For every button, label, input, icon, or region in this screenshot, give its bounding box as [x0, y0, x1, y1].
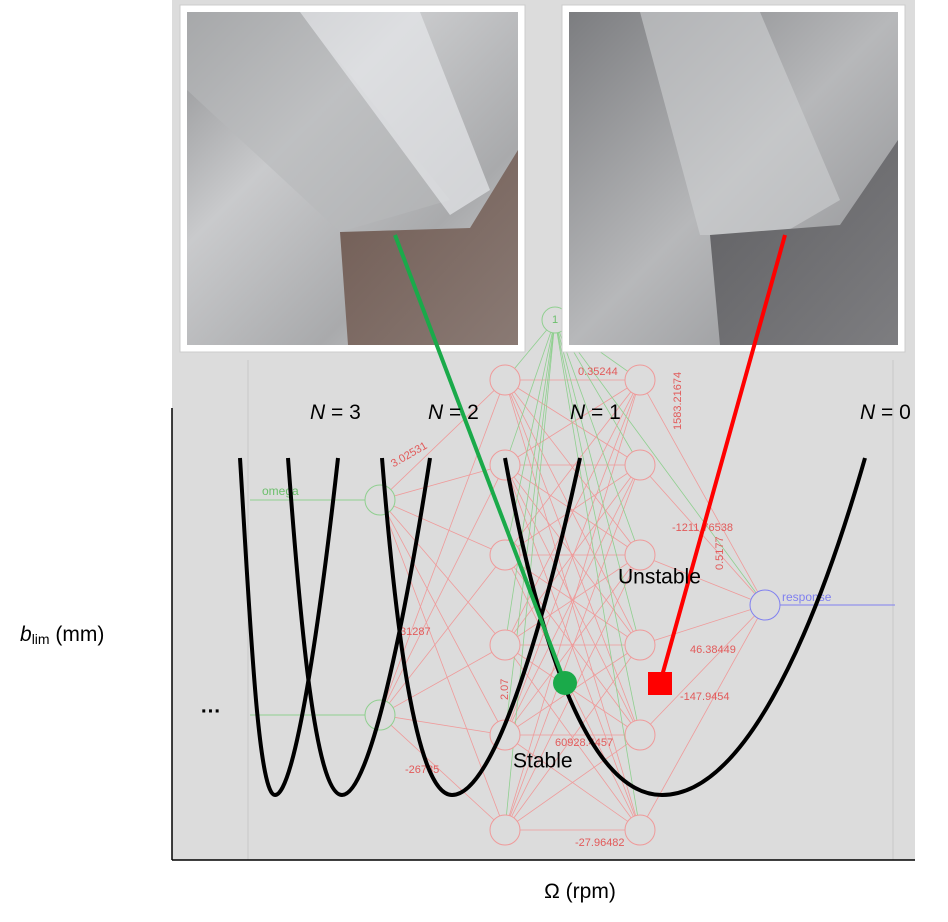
nn-bias-edge — [554, 319, 641, 831]
stable-point — [553, 671, 577, 695]
lobe-label: N = 3 — [310, 401, 361, 424]
nn-edge — [639, 604, 766, 646]
nn-node — [624, 719, 656, 751]
nn-bias-edge — [504, 319, 556, 556]
nn-edge — [379, 714, 506, 736]
nn-weight-label: 31287 — [400, 626, 431, 638]
nn-node — [624, 449, 656, 481]
stable-connector — [393, 234, 567, 684]
y-axis-label: blim (mm) — [20, 623, 104, 647]
nn-node — [489, 629, 521, 661]
y-subscript: lim — [32, 631, 50, 647]
nn-output-label: response — [782, 590, 832, 604]
unstable-label: Unstable — [618, 566, 701, 589]
lobe — [380, 457, 582, 798]
nn-edge — [379, 554, 506, 716]
nn-edge — [504, 379, 641, 736]
y-symbol: b — [20, 623, 32, 646]
nn-node — [489, 364, 521, 396]
photo-unstable — [561, 4, 906, 353]
nn-edge — [379, 499, 506, 831]
nn-weight-label: -26785 — [405, 764, 439, 776]
nn-bias-edge — [554, 319, 641, 556]
lobe-num: = 0 — [875, 401, 911, 424]
nn-edge — [639, 604, 766, 831]
ellipsis: … — [200, 695, 221, 718]
nn-weight-label: 0.35244 — [578, 366, 618, 378]
nn-node — [624, 364, 656, 396]
nn-weight-label: -27.96482 — [575, 837, 625, 849]
nn-edge — [504, 464, 641, 556]
nn-edge — [379, 499, 506, 556]
nn-edge — [504, 464, 641, 646]
nn-edge — [504, 644, 641, 831]
nn-edge — [504, 554, 641, 736]
nn-edge — [504, 464, 641, 831]
nn-node — [624, 629, 656, 661]
nn-weight-label: 46.38449 — [690, 644, 736, 656]
nn-output-node — [749, 589, 781, 621]
x-unit: (rpm) — [560, 880, 616, 903]
nn-edge — [379, 644, 506, 716]
lobe — [238, 457, 340, 798]
nn-bias-label: 1 — [552, 314, 558, 326]
nn-weight-label: 60928.4457 — [555, 737, 613, 749]
lobe-num: = 1 — [585, 401, 621, 424]
nn-bias-edge — [554, 319, 641, 646]
x-symbol: Ω — [544, 880, 560, 903]
lobe-var: N — [310, 401, 326, 424]
nn-weight-label: 0.5177 — [714, 536, 726, 570]
x-axis-label: Ω (rpm) — [544, 880, 616, 903]
nn-edge — [504, 464, 641, 736]
nn-bias-edge — [554, 319, 766, 606]
nn-edge — [379, 499, 506, 736]
nn-bias-edge — [504, 319, 556, 736]
stable-label: Stable — [513, 750, 573, 773]
nn-edge — [379, 464, 506, 716]
nn-node — [489, 814, 521, 846]
nn-weight-label: 1583.21674 — [672, 372, 684, 430]
network: 1omegaresponse0.352441583.21674-1211.765… — [250, 306, 895, 849]
nn-edge — [504, 554, 641, 831]
lobe-label: N = 0 — [860, 401, 911, 424]
lobe-label: N = 1 — [570, 401, 621, 424]
lobe-var: N — [428, 401, 444, 424]
unstable-connector — [658, 234, 787, 684]
nn-node — [624, 814, 656, 846]
nn-input-node — [364, 484, 396, 516]
nn-node — [624, 539, 656, 571]
lobe-var: N — [570, 401, 586, 424]
lobe-num: = 2 — [443, 401, 479, 424]
nn-weight-label: -147.9454 — [680, 691, 730, 703]
photo-stable — [179, 4, 526, 353]
nn-edge — [504, 379, 641, 831]
nn-edge — [379, 499, 506, 646]
nn-edge — [639, 554, 766, 606]
nn-edge — [639, 604, 766, 736]
lobe-var: N — [860, 401, 876, 424]
nn-weight-label: 2.07 — [499, 679, 511, 700]
nn-edge — [379, 379, 506, 716]
nn-bias-edge — [504, 319, 556, 466]
nn-edge — [379, 714, 506, 831]
nn-edge — [639, 379, 766, 606]
unstable-point — [648, 672, 672, 695]
nn-edge — [504, 379, 641, 556]
nn-edge — [504, 734, 641, 831]
lobe-label: N = 2 — [428, 401, 479, 424]
y-unit: (mm) — [50, 623, 105, 646]
lobe-num: = 3 — [325, 401, 361, 424]
lobe — [286, 457, 432, 798]
nn-input-label: omega — [262, 484, 299, 498]
nn-edge — [379, 379, 506, 501]
nn-bias-edge — [554, 319, 641, 736]
nn-bias-edge — [504, 319, 556, 646]
